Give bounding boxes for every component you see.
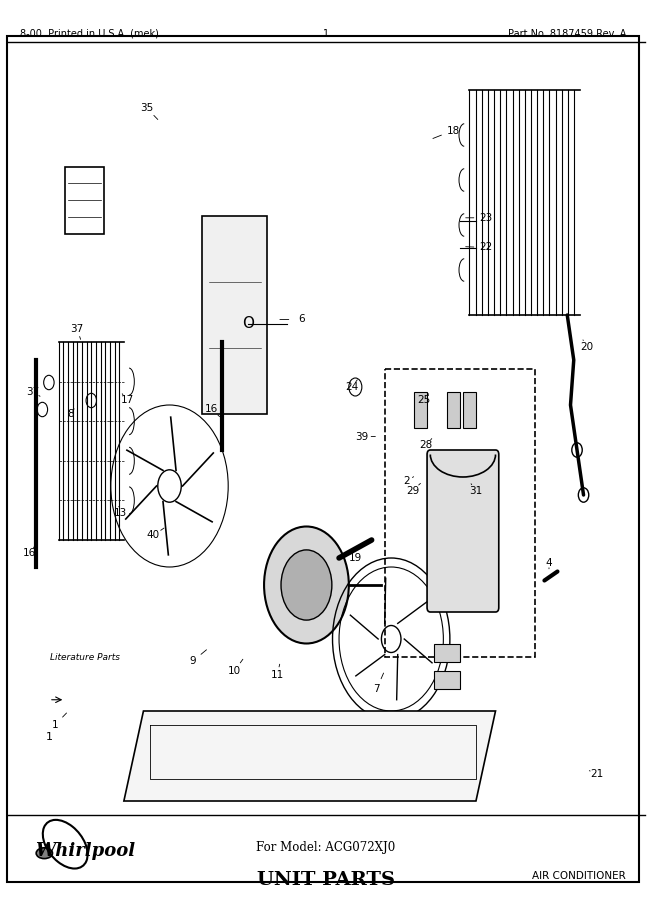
Text: 2: 2 [403,476,409,487]
Text: 23: 23 [479,212,492,223]
Text: Part No. 8187459 Rev. A .: Part No. 8187459 Rev. A . [508,29,632,39]
Text: 31: 31 [469,485,482,496]
Circle shape [86,393,96,408]
Text: 8-00  Printed in U.S.A. (mek): 8-00 Printed in U.S.A. (mek) [20,29,158,39]
Circle shape [281,550,332,620]
Text: 7: 7 [374,683,380,694]
FancyBboxPatch shape [65,166,104,234]
Circle shape [381,626,401,652]
Text: 21: 21 [590,769,603,779]
FancyBboxPatch shape [427,450,499,612]
Bar [414,392,427,428]
Text: 1: 1 [323,29,329,39]
Circle shape [264,526,349,644]
Text: O: O [242,317,254,331]
Circle shape [349,378,362,396]
Text: 9: 9 [189,656,196,667]
Text: 1: 1 [46,733,52,742]
Text: 16: 16 [23,548,36,559]
Text: Literature Parts: Literature Parts [50,652,120,662]
Text: 20: 20 [580,341,593,352]
Text: 35: 35 [140,103,153,113]
Ellipse shape [37,848,52,859]
Text: 4: 4 [546,557,552,568]
Text: 40: 40 [147,530,160,541]
Bar [385,369,535,657]
Text: 37: 37 [26,386,39,397]
Circle shape [37,402,48,417]
Polygon shape [124,711,496,801]
Bar [434,644,460,662]
Bar [434,670,460,688]
Text: For Model: ACG072XJ0: For Model: ACG072XJ0 [256,842,396,854]
Text: 22: 22 [479,242,492,253]
Text: 39: 39 [355,431,368,442]
Bar [202,216,267,414]
Circle shape [158,470,181,502]
Text: 10: 10 [228,665,241,676]
Text: 29: 29 [406,485,419,496]
Text: 17: 17 [121,395,134,406]
Text: 28: 28 [419,440,432,451]
Text: 1: 1 [52,719,59,730]
Text: Whirlpool: Whirlpool [35,842,135,859]
Text: 16: 16 [205,404,218,415]
Text: 13: 13 [114,508,127,518]
Text: 8: 8 [67,409,74,419]
Circle shape [578,488,589,502]
Text: 18: 18 [447,125,460,136]
Text: AIR CONDITIONER: AIR CONDITIONER [532,871,626,881]
Bar [447,392,460,428]
Text: 19: 19 [349,553,362,563]
Circle shape [572,443,582,457]
Text: 25: 25 [417,395,430,406]
Text: UNIT PARTS: UNIT PARTS [257,871,395,889]
Text: 6: 6 [298,314,304,325]
Text: 37: 37 [70,323,83,334]
Text: 11: 11 [271,670,284,680]
Text: 24: 24 [346,382,359,392]
Circle shape [44,375,54,390]
Bar [463,392,476,428]
